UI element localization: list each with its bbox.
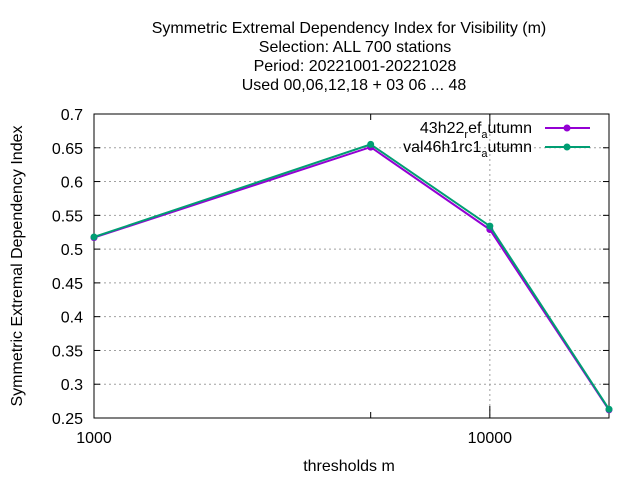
- legend-label-2-sub2: a: [481, 148, 488, 160]
- y-tick-label: 0.65: [52, 141, 83, 158]
- axis-ticks: [93, 113, 610, 419]
- y-tick-label: 0.7: [61, 107, 83, 124]
- legend-label-1-sub1: r: [464, 129, 468, 141]
- y-tick-label: 0.35: [52, 343, 83, 360]
- y-tick-label: 0.25: [52, 411, 83, 428]
- legend-label-2: val46h1rc1autumn: [403, 139, 532, 160]
- y-tick-label: 0.4: [61, 310, 83, 327]
- legend-label-1-sub2: a: [481, 129, 488, 141]
- series-line-2: [93, 143, 610, 410]
- legend-marker-2: [563, 143, 571, 151]
- x-tick-label: 1000: [76, 430, 112, 447]
- legend-label-1-mid: ef: [468, 120, 482, 137]
- legend-label-1-tail: utumn: [488, 120, 532, 137]
- series-2-point: [90, 233, 98, 241]
- series-2-point: [367, 140, 375, 148]
- chart-title: Symmetric Extremal Dependency Index for …: [152, 20, 547, 94]
- y-tick-label: 0.5: [61, 242, 83, 259]
- y-tick-label: 0.6: [61, 175, 83, 192]
- y-axis-label: Symmetric Extremal Dependency Index: [9, 126, 26, 407]
- x-tick-label: 10000: [468, 430, 513, 447]
- series-lines: [90, 140, 613, 414]
- series-line-1: [93, 145, 610, 411]
- legend: 43h22refautumn val46h1rc1autumn: [403, 120, 590, 160]
- title-line-3: Period: 20221001-20221028: [254, 58, 457, 75]
- series-2-point: [605, 405, 613, 413]
- legend-label-1-main: 43h22: [420, 120, 465, 137]
- legend-marker-1: [563, 124, 571, 132]
- y-tick-label: 0.45: [52, 276, 83, 293]
- title-line-1: Symmetric Extremal Dependency Index for …: [152, 20, 547, 37]
- tick-labels: 0.25 0.3 0.35 0.4 0.45 0.5 0.55 0.6 0.65 0.7 1000 1…: [52, 107, 512, 447]
- y-tick-label: 0.55: [52, 208, 83, 225]
- legend-label-1: 43h22refautumn: [420, 120, 532, 141]
- plot-border: [93, 113, 610, 419]
- x-axis-label: thresholds m: [303, 458, 395, 475]
- title-line-4: Used 00,06,12,18 + 03 06 ... 48: [242, 77, 467, 94]
- legend-label-2-main: val46h1rc1: [403, 139, 481, 156]
- series-2-point: [486, 222, 494, 230]
- y-tick-label: 0.3: [61, 377, 83, 394]
- legend-label-2-tail: utumn: [488, 139, 532, 156]
- title-line-2: Selection: ALL 700 stations: [259, 39, 451, 56]
- grid: [94, 114, 609, 418]
